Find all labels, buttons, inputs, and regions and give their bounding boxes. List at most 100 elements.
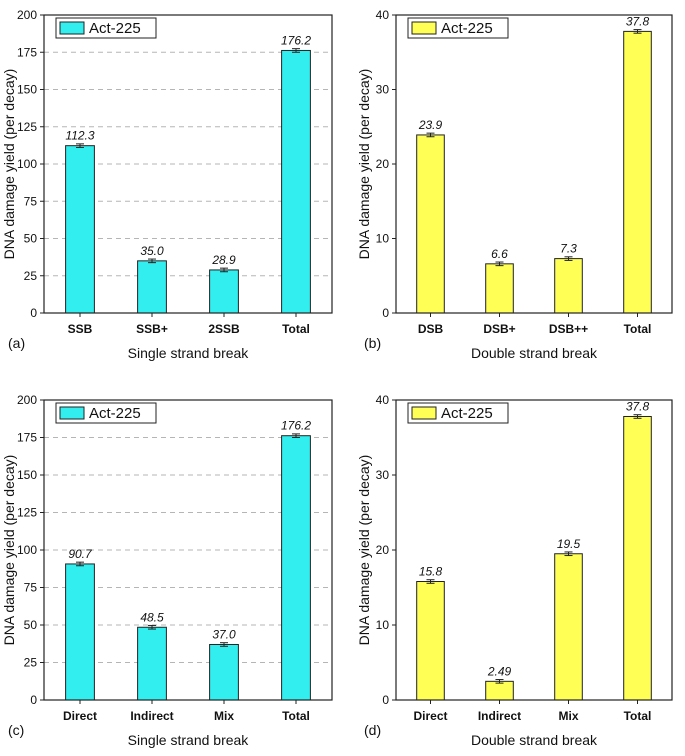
data-label: 28.9 — [211, 253, 236, 267]
category-label: Direct — [63, 709, 97, 723]
y-axis-title: DNA damage yield (per decay) — [1, 69, 17, 260]
y-tick-label: 150 — [17, 468, 37, 482]
y-tick-label: 100 — [17, 157, 37, 171]
data-label: 7.3 — [560, 242, 577, 256]
y-tick-label: 40 — [376, 393, 390, 407]
y-tick-label: 125 — [17, 120, 37, 134]
y-tick-label: 25 — [24, 656, 38, 670]
y-tick-label: 200 — [17, 393, 37, 407]
legend-swatch — [411, 21, 437, 35]
y-tick-label: 30 — [376, 83, 390, 97]
x-axis-title: Single strand break — [128, 732, 250, 748]
category-label: Total — [624, 322, 652, 336]
data-label: 90.7 — [68, 547, 93, 561]
y-tick-label: 100 — [17, 543, 37, 557]
y-tick-label: 0 — [30, 693, 37, 707]
category-label: Indirect — [478, 709, 521, 723]
panel-label: (d) — [364, 722, 381, 738]
bar-total — [623, 30, 652, 314]
x-axis-title: Double strand break — [471, 732, 598, 748]
y-axis-title: DNA damage yield (per decay) — [356, 69, 372, 260]
y-tick-label: 75 — [24, 581, 38, 595]
y-tick-label: 10 — [376, 232, 390, 246]
y-tick-label: 125 — [17, 506, 37, 520]
category-label: Total — [624, 709, 652, 723]
y-tick-label: 150 — [17, 83, 37, 97]
data-label: 19.5 — [557, 537, 581, 551]
y-axis-title: DNA damage yield (per decay) — [1, 455, 17, 646]
category-label: Mix — [214, 709, 234, 723]
y-tick-label: 30 — [376, 468, 390, 482]
legend-label: Act-225 — [89, 20, 141, 37]
category-label: Mix — [558, 709, 578, 723]
y-tick-label: 10 — [376, 618, 390, 632]
data-label: 48.5 — [140, 610, 164, 624]
data-label: 37.8 — [626, 14, 650, 28]
category-label: Direct — [413, 709, 447, 723]
bar-mix — [554, 553, 583, 701]
bar-total — [281, 49, 311, 314]
category-label: Total — [282, 322, 310, 336]
legend-swatch — [411, 406, 437, 420]
data-label: 37.0 — [212, 628, 236, 642]
category-label: DSB+ — [483, 322, 515, 336]
bar-mix — [209, 644, 239, 701]
panel-label: (c) — [8, 722, 24, 738]
y-tick-label: 175 — [17, 431, 37, 445]
y-tick-label: 0 — [382, 306, 389, 320]
panel-label: (a) — [8, 335, 25, 351]
bar-indirect — [485, 680, 514, 701]
y-tick-label: 175 — [17, 45, 37, 59]
data-label: 2.49 — [487, 664, 512, 678]
bar-direct — [416, 581, 445, 701]
category-label: SSB+ — [136, 322, 168, 336]
data-label: 37.8 — [626, 400, 650, 414]
bar-dsb — [416, 134, 445, 314]
y-tick-label: 0 — [382, 693, 389, 707]
y-tick-label: 40 — [376, 8, 390, 22]
bar-ssb — [65, 145, 95, 314]
y-tick-label: 0 — [30, 306, 37, 320]
data-label: 35.0 — [140, 244, 164, 258]
y-tick-label: 25 — [24, 269, 38, 283]
y-tick-label: 200 — [17, 8, 37, 22]
category-label: DSB++ — [549, 322, 588, 336]
chart-panel-3: 90.7 Direct 48.5 Indirect 37.0 Mix 176.2 Total 0… — [1, 393, 333, 748]
legend-swatch — [59, 406, 85, 420]
y-tick-label: 50 — [24, 232, 38, 246]
category-label: 2SSB — [208, 322, 240, 336]
x-axis-title: Double strand break — [471, 345, 598, 361]
y-tick-label: 20 — [376, 543, 390, 557]
category-label: SSB — [68, 322, 93, 336]
bar-2ssb — [209, 269, 239, 314]
data-label: 23.9 — [418, 118, 443, 132]
bar-direct — [65, 563, 95, 701]
category-label: DSB — [418, 322, 444, 336]
y-tick-label: 20 — [376, 157, 390, 171]
y-tick-label: 75 — [24, 194, 38, 208]
bar-indirect — [137, 626, 167, 701]
legend-label: Act-225 — [89, 405, 141, 422]
x-axis-title: Single strand break — [128, 345, 250, 361]
data-label: 6.6 — [491, 247, 508, 261]
bar-dsb- — [554, 258, 583, 314]
bar-ssb- — [137, 260, 167, 314]
data-label: 112.3 — [65, 129, 94, 143]
chart-panel-1: 112.3 SSB 35.0 SSB+ 28.9 2SSB 176.2 Total 0 25 50 7… — [1, 8, 333, 361]
chart-panel-4: 15.8 Direct 2.49 Indirect 19.5 Mix 37.8 Total 0 1… — [356, 393, 673, 748]
chart-panel-2: 23.9 DSB 6.6 DSB+ 7.3 DSB++ 37.8 Total 0 10 20 30 40… — [356, 8, 673, 361]
legend-label: Act-225 — [441, 405, 493, 422]
y-axis-title: DNA damage yield (per decay) — [356, 455, 372, 646]
bar-dsb- — [485, 263, 514, 314]
legend-swatch — [59, 21, 85, 35]
panel-label: (b) — [364, 335, 381, 351]
bar-total — [281, 435, 311, 701]
data-label: 176.2 — [281, 33, 311, 47]
bar-total — [623, 416, 652, 701]
category-label: Indirect — [130, 709, 173, 723]
legend-label: Act-225 — [441, 20, 493, 37]
category-label: Total — [282, 709, 310, 723]
data-label: 15.8 — [419, 565, 443, 579]
y-tick-label: 50 — [24, 618, 38, 632]
